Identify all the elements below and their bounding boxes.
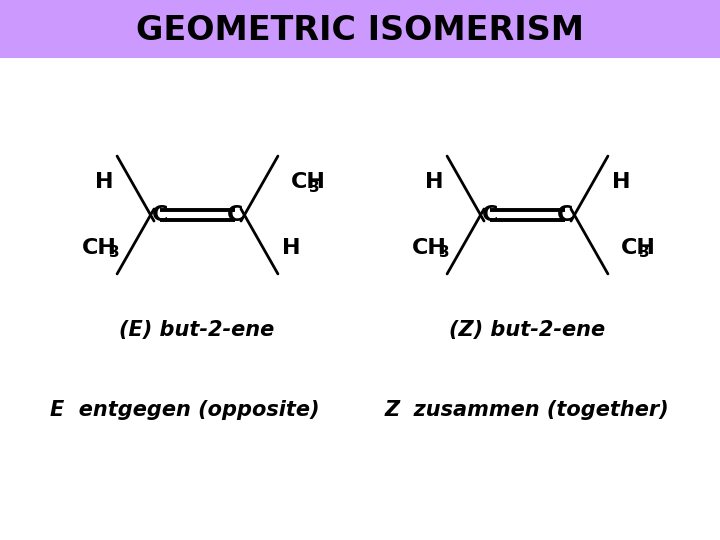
Text: H: H [282,238,300,258]
Text: CH: CH [412,238,446,258]
Text: H: H [95,172,113,192]
Text: CH: CH [291,172,325,192]
Text: C: C [482,205,498,225]
Text: 3: 3 [439,245,450,260]
Text: C: C [152,205,168,225]
Text: C: C [557,205,573,225]
Text: CH: CH [81,238,117,258]
Text: GEOMETRIC ISOMERISM: GEOMETRIC ISOMERISM [136,14,584,46]
Text: CH: CH [621,238,656,258]
Text: 3: 3 [639,245,649,260]
Text: 3: 3 [309,180,320,194]
Text: E  entgegen (opposite): E entgegen (opposite) [50,400,320,420]
Bar [0,0,720,58]
Text: (Z) but-2-ene: (Z) but-2-ene [449,320,605,340]
Text: Z  zusammen (together): Z zusammen (together) [385,400,670,420]
Text: H: H [612,172,630,192]
Text: 3: 3 [109,245,120,260]
Text: (E) but-2-ene: (E) but-2-ene [120,320,274,340]
Text: H: H [425,172,444,192]
Text: C: C [227,205,243,225]
